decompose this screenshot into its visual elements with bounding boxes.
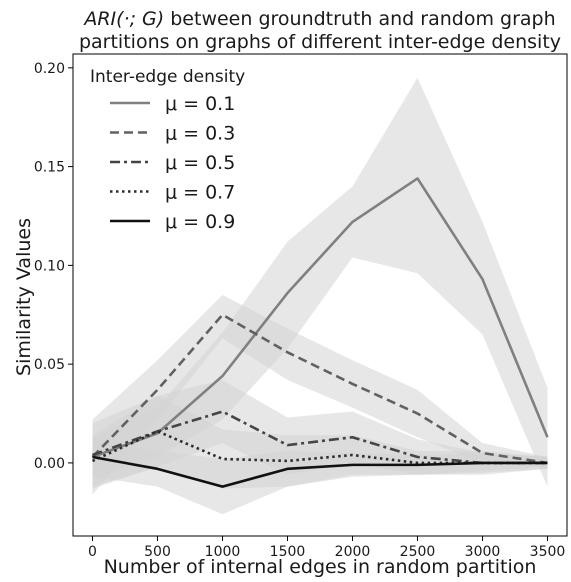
legend-label-1: μ = 0.1: [165, 93, 235, 115]
y-axis-label: Similarity Values: [13, 218, 35, 376]
chart-title-text: between groundtruth and random graph: [164, 8, 555, 30]
series-lines: [91, 177, 549, 488]
y-tick-label: 0.10: [34, 258, 65, 274]
x-tick-label: 0: [88, 544, 97, 560]
y-tick-label: 0.00: [34, 456, 65, 472]
confidence-band-2: [92, 295, 548, 495]
chart-title-line2: partitions on graphs of different inter-…: [79, 31, 561, 53]
y-tick-label: 0.05: [34, 357, 65, 373]
legend-label-4: μ = 0.7: [165, 182, 235, 204]
series-line-5: [92, 455, 548, 488]
legend-label-2: μ = 0.3: [165, 123, 235, 145]
x-tick-label: 500: [144, 544, 171, 560]
legend-title: Inter-edge density: [90, 67, 245, 87]
y-tick-label: 0.15: [34, 160, 65, 176]
x-tick-label: 1000: [205, 544, 241, 560]
x-tick-label: 2500: [400, 544, 436, 560]
chart-title-line1: ARI(·; G) between groundtruth and random…: [82, 8, 555, 30]
x-tick-label: 3500: [530, 544, 566, 560]
x-axis-label: Number of internal edges in random parti…: [104, 556, 537, 577]
confidence-bands: [92, 77, 548, 515]
chart-title-math: ARI(·; G): [82, 8, 164, 30]
series-line-1: [92, 177, 549, 459]
x-tick-label: 1500: [270, 544, 306, 560]
axes: 0 500 1000 1500 2000 2500 3000 3500 0.00 0.05 0.10…: [34, 53, 568, 560]
y-tick-label: 0.20: [34, 61, 65, 77]
legend-label-5: μ = 0.9: [165, 211, 235, 233]
legend: Inter-edge density μ = 0.1 μ = 0.3 μ = 0.5 μ…: [90, 67, 245, 233]
plot-frame: [72, 53, 568, 537]
x-tick-label: 2000: [335, 544, 371, 560]
legend-label-3: μ = 0.5: [165, 152, 235, 174]
x-tick-label: 3000: [465, 544, 501, 560]
